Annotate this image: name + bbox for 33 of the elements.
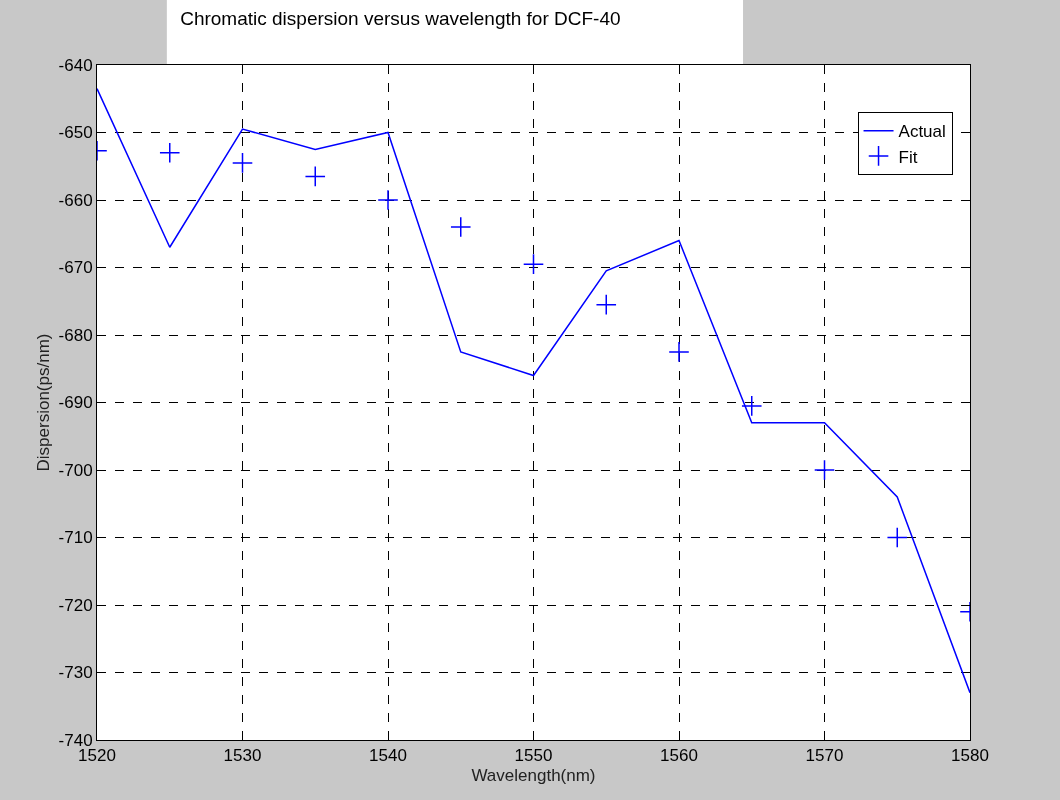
point: [886, 526, 908, 549]
y-tick-label: -700: [58, 460, 93, 480]
y-tick-label: -670: [58, 258, 93, 278]
point: [450, 216, 472, 238]
point: [159, 142, 181, 164]
point: [595, 294, 617, 316]
y-tick-label: -660: [58, 190, 93, 210]
point: [231, 152, 254, 174]
y-tick-label: -680: [58, 325, 93, 345]
y-tick-label: -640: [58, 55, 93, 75]
y-tick-label: -730: [58, 663, 93, 683]
y-axis-title: Dispersion(ps/nm): [34, 333, 54, 472]
y-tick-label: -710: [58, 528, 93, 548]
x-tick-label: 1560: [660, 746, 698, 766]
y-tick-label: -720: [58, 595, 93, 615]
y-tick-label: -650: [58, 123, 93, 143]
point: [522, 253, 545, 275]
chart-title: Chromatic dispersion versus wavelength for DCF-40: [180, 8, 621, 30]
point: [741, 395, 763, 417]
point: [304, 165, 326, 187]
x-tick-label: 1550: [514, 746, 553, 766]
line-series: [97, 87, 970, 694]
point: [813, 459, 836, 481]
legend-label: Fit: [898, 147, 918, 167]
point: [668, 341, 690, 363]
x-axis-title: Wavelength(nm): [471, 765, 596, 785]
legend-label: Actual: [898, 122, 946, 142]
x-tick-label: 1540: [369, 746, 407, 766]
x-tick-label: 1580: [951, 746, 989, 766]
point: [377, 189, 399, 211]
x-tick-label: 1570: [805, 746, 844, 766]
x-tick-label: 1530: [223, 746, 262, 766]
y-tick-label: -690: [58, 393, 93, 413]
